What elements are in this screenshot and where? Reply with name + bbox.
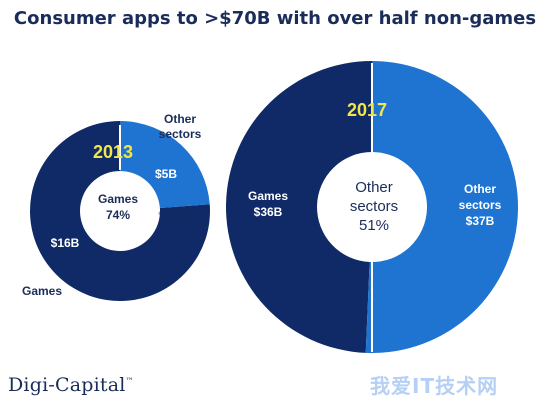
- center-label-games-pct: 74%: [106, 208, 130, 222]
- data-label-2017-other-3: $37B: [466, 214, 495, 228]
- watermark-small: © Digi-Capital: [158, 211, 187, 216]
- center-label-other-pct: 51%: [359, 217, 389, 234]
- data-label-2017-games-2: $36B: [254, 205, 283, 219]
- center-label-games: Games: [98, 192, 138, 206]
- slice-2017-other: [365, 61, 518, 353]
- center-label-other-2: sectors: [350, 198, 398, 215]
- slice-2013-other: [120, 121, 210, 209]
- slice-2013-games: [29, 121, 210, 301]
- site-watermark: 我爱IT技术网: [370, 374, 499, 398]
- donut-2013: 2013 Games 74% $16B $5B Other sectors Ga…: [22, 112, 210, 301]
- slice-2017-games: [225, 61, 372, 353]
- data-label-2017-games-1: Games: [248, 189, 288, 203]
- data-label-2013-other: $5B: [155, 167, 177, 181]
- digi-capital-logo: Digi-Capital™: [8, 374, 134, 396]
- outside-label-2013-other-2: sectors: [159, 127, 202, 141]
- data-label-2017-other-2: sectors: [459, 198, 502, 212]
- logo-text: Digi-Capital: [8, 374, 126, 396]
- outside-label-2013-games: Games: [22, 284, 62, 298]
- chart-title: Consumer apps to >$70B with over half no…: [13, 8, 537, 29]
- data-label-2017-other-1: Other: [464, 182, 496, 196]
- year-label-2013: 2013: [93, 142, 133, 162]
- data-label-2013-games: $16B: [51, 236, 80, 250]
- outside-label-2013-other-1: Other: [164, 112, 196, 126]
- year-label-2017: 2017: [347, 100, 387, 120]
- logo-trademark: ™: [125, 376, 134, 386]
- donut-2017: 2017 Other sectors 51% Games $36B Other …: [225, 61, 518, 353]
- center-label-other-1: Other: [355, 179, 393, 196]
